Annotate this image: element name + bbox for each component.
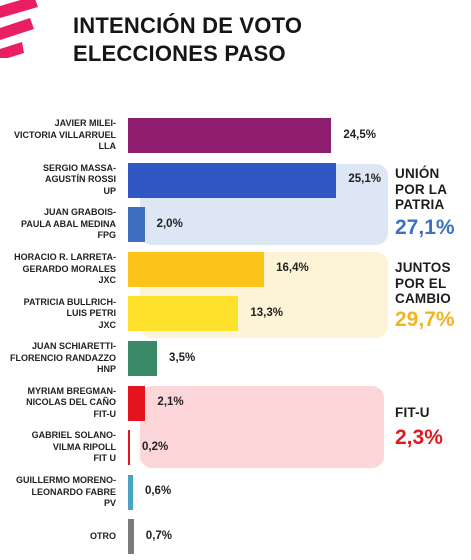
candidate-label-line: GUILLERMO MORENO- — [16, 475, 116, 486]
candidate-label: GABRIEL SOLANO- VILMA RIPOLL FIT U — [0, 430, 116, 465]
group-label-juntos-por-el-cambio: JUNTOS POR EL CAMBIO — [395, 260, 451, 307]
data-label: 0,6% — [144, 485, 172, 498]
candidate-label-line: FIT U — [93, 453, 117, 464]
candidate-label-line: JUAN GRABOIS- — [43, 207, 116, 218]
group-panel-fit-u — [140, 386, 384, 468]
bar — [128, 385, 146, 421]
candidate-label: JUAN GRABOIS- PAULA ABAL MEDINA FPG — [0, 207, 116, 242]
data-label: 16,4% — [276, 262, 309, 275]
group-total-fit-u: 2,3% — [395, 426, 443, 449]
candidate-label-line: LEONARDO FABRE — [31, 486, 116, 497]
candidate-label-line: GERARDO MORALES — [22, 263, 116, 274]
bar — [128, 251, 265, 287]
candidate-label: PATRICIA BULLRICH- LUIS PETRI JXC — [0, 297, 116, 332]
candidate-label-line: HNP — [96, 364, 116, 375]
group-label-union-por-la-patria: UNIÓN POR LA PATRIA — [395, 166, 447, 213]
data-label: 25,1% — [348, 173, 381, 186]
candidate-label-line: GABRIEL SOLANO- — [31, 430, 116, 441]
group-label-fit-u: FIT-U — [395, 405, 430, 421]
candidate-label: SERGIO MASSA- AGUSTÍN ROSSI UP — [0, 163, 116, 198]
group-name-line: JUNTOS — [395, 260, 451, 275]
candidate-label-line: VILMA RIPOLL — [52, 441, 116, 452]
brand-logo — [0, 0, 38, 58]
candidate-label-line: FIT-U — [93, 408, 117, 419]
candidate-label-line: JUAN SCHIARETTI- — [31, 341, 116, 352]
candidate-label-line: JXC — [98, 319, 116, 330]
bar — [128, 341, 158, 376]
bar — [128, 474, 133, 510]
candidate-label-line: LUIS PETRI — [66, 308, 116, 319]
data-label: 2,1% — [157, 396, 184, 409]
candidate-label: GUILLERMO MORENO- LEONARDO FABRE PV — [0, 475, 116, 510]
candidate-label: JUAN SCHIARETTI- FLORENCIO RANDAZZO HNP — [0, 341, 116, 376]
group-name-line: FIT-U — [395, 405, 430, 420]
group-name-line: POR LA — [395, 181, 448, 197]
candidate-label-line: PATRICIA BULLRICH- — [23, 296, 116, 307]
candidate-label: MYRIAM BREGMAN- NICOLAS DEL CAÑO FIT-U — [0, 386, 116, 421]
candidate-label-line: SERGIO MASSA- — [42, 162, 116, 173]
bar — [128, 430, 130, 466]
bar — [128, 519, 134, 555]
candidate-label-line: FPG — [97, 230, 116, 241]
group-total-union-por-la-patria: 27,1% — [395, 216, 455, 239]
chart-title-line-2: ELECCIONES PASO — [73, 41, 286, 66]
candidate-label-line: JXC — [98, 275, 116, 286]
candidate-label-line: MYRIAM BREGMAN- — [27, 385, 117, 396]
data-label: 3,5% — [169, 351, 196, 364]
candidate-label-line: HORACIO R. LARRETA- — [14, 252, 116, 263]
bar — [128, 162, 337, 198]
candidate-label-line: UP — [103, 185, 116, 196]
candidate-label-line: OTRO — [90, 531, 116, 542]
bar — [128, 118, 332, 153]
candidate-label-line: PAULA ABAL MEDINA — [21, 218, 116, 229]
candidate-label-line: PV — [103, 498, 116, 509]
candidate-label-line: NICOLAS DEL CAÑO — [26, 397, 116, 408]
bar — [128, 207, 145, 243]
candidate-label: JAVIER MILEI- VICTORIA VILLARRUEL LLA — [0, 118, 116, 153]
data-label: 24,5% — [343, 128, 376, 141]
candidate-label: HORACIO R. LARRETA- GERARDO MORALES JXC — [0, 252, 116, 287]
data-label: 2,0% — [156, 217, 183, 230]
data-label: 0,2% — [142, 440, 169, 453]
data-label: 13,3% — [250, 306, 283, 319]
group-name-line: CAMBIO — [395, 291, 451, 306]
candidate-label-line: AGUSTÍN ROSSI — [44, 174, 116, 185]
bar — [128, 296, 239, 332]
data-label: 0,7% — [145, 529, 173, 542]
candidate-label-line: VICTORIA VILLARRUEL — [13, 129, 116, 140]
group-name-line: POR EL — [395, 275, 447, 291]
chart-title-line-1: INTENCIÓN DE VOTO — [73, 13, 303, 38]
candidate-label-line: LLA — [98, 141, 117, 152]
group-name-line: UNIÓN — [395, 166, 440, 181]
group-name-line: PATRIA — [395, 197, 445, 212]
candidate-label-line: FLORENCIO RANDAZZO — [10, 352, 116, 363]
candidate-label: OTRO — [0, 531, 116, 543]
candidate-label-line: JAVIER MILEI- — [54, 118, 116, 129]
group-total-juntos-por-el-cambio: 29,7% — [395, 308, 455, 331]
